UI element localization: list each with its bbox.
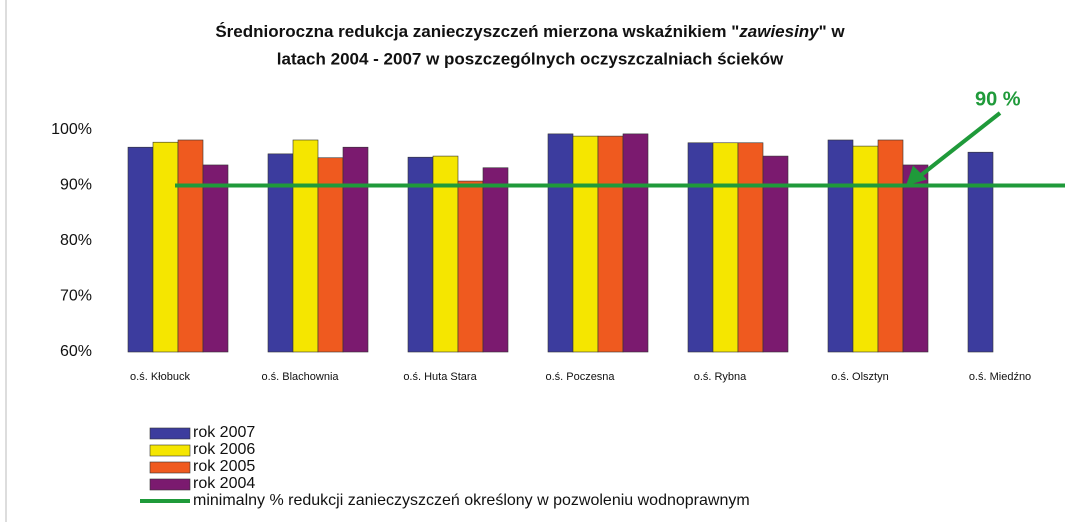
bar [597, 135, 624, 353]
x-tick-label: o.ś. Huta Stara [403, 371, 477, 383]
legend-swatch [149, 427, 191, 440]
bar [967, 151, 994, 353]
bar [687, 142, 714, 353]
bar [622, 133, 649, 353]
legend-swatch [149, 444, 191, 457]
legend-swatch [149, 478, 191, 491]
x-tick-label: o.ś. Miedźno [969, 371, 1031, 383]
x-tick-label: o.ś. Poczesna [545, 371, 615, 383]
y-tick-label: 100% [51, 121, 92, 138]
bar [712, 142, 739, 353]
bar [342, 146, 369, 353]
bar [572, 135, 599, 353]
bar [737, 142, 764, 353]
bar [852, 145, 879, 353]
x-tick-label: o.ś. Rybna [694, 371, 747, 383]
title-part: Średnioroczna redukcja zanieczyszczeń mi… [215, 22, 739, 41]
chart-title: latach 2004 - 2007 w poszczególnych oczy… [277, 49, 784, 68]
bar [547, 133, 574, 353]
legend-label: rok 2007 [193, 424, 255, 441]
legend-label: minimalny % redukcji zanieczyszczeń okre… [193, 492, 750, 509]
bar [482, 167, 509, 353]
x-tick-label: o.ś. Blachownia [261, 371, 339, 383]
legend-label: rok 2005 [193, 458, 255, 475]
bar [827, 139, 854, 353]
annotation-arrow [916, 111, 1002, 180]
legend-swatch [149, 461, 191, 474]
bar [317, 157, 344, 353]
x-tick-label: o.ś. Kłobuck [130, 371, 190, 383]
bar [202, 164, 229, 353]
bar [877, 139, 904, 353]
bar [292, 139, 319, 353]
y-tick-label: 80% [60, 232, 92, 249]
chart-title: Średnioroczna redukcja zanieczyszczeń mi… [215, 22, 845, 41]
title-part: " w [819, 22, 846, 41]
bar [902, 164, 929, 353]
arrow-head [906, 165, 927, 186]
legend-label: rok 2006 [193, 441, 255, 458]
y-tick-label: 60% [60, 343, 92, 360]
bar [152, 141, 179, 353]
legend-label: rok 2004 [193, 475, 255, 492]
title-part: zawiesiny [738, 22, 820, 41]
bar [762, 155, 789, 353]
annotation: 90 % [975, 88, 1021, 110]
y-tick-label: 90% [60, 177, 92, 194]
bar [407, 156, 434, 353]
bar [457, 180, 484, 353]
bar [177, 139, 204, 353]
x-tick-label: o.ś. Olsztyn [831, 371, 888, 383]
bar [127, 146, 154, 353]
y-tick-label: 70% [60, 288, 92, 305]
